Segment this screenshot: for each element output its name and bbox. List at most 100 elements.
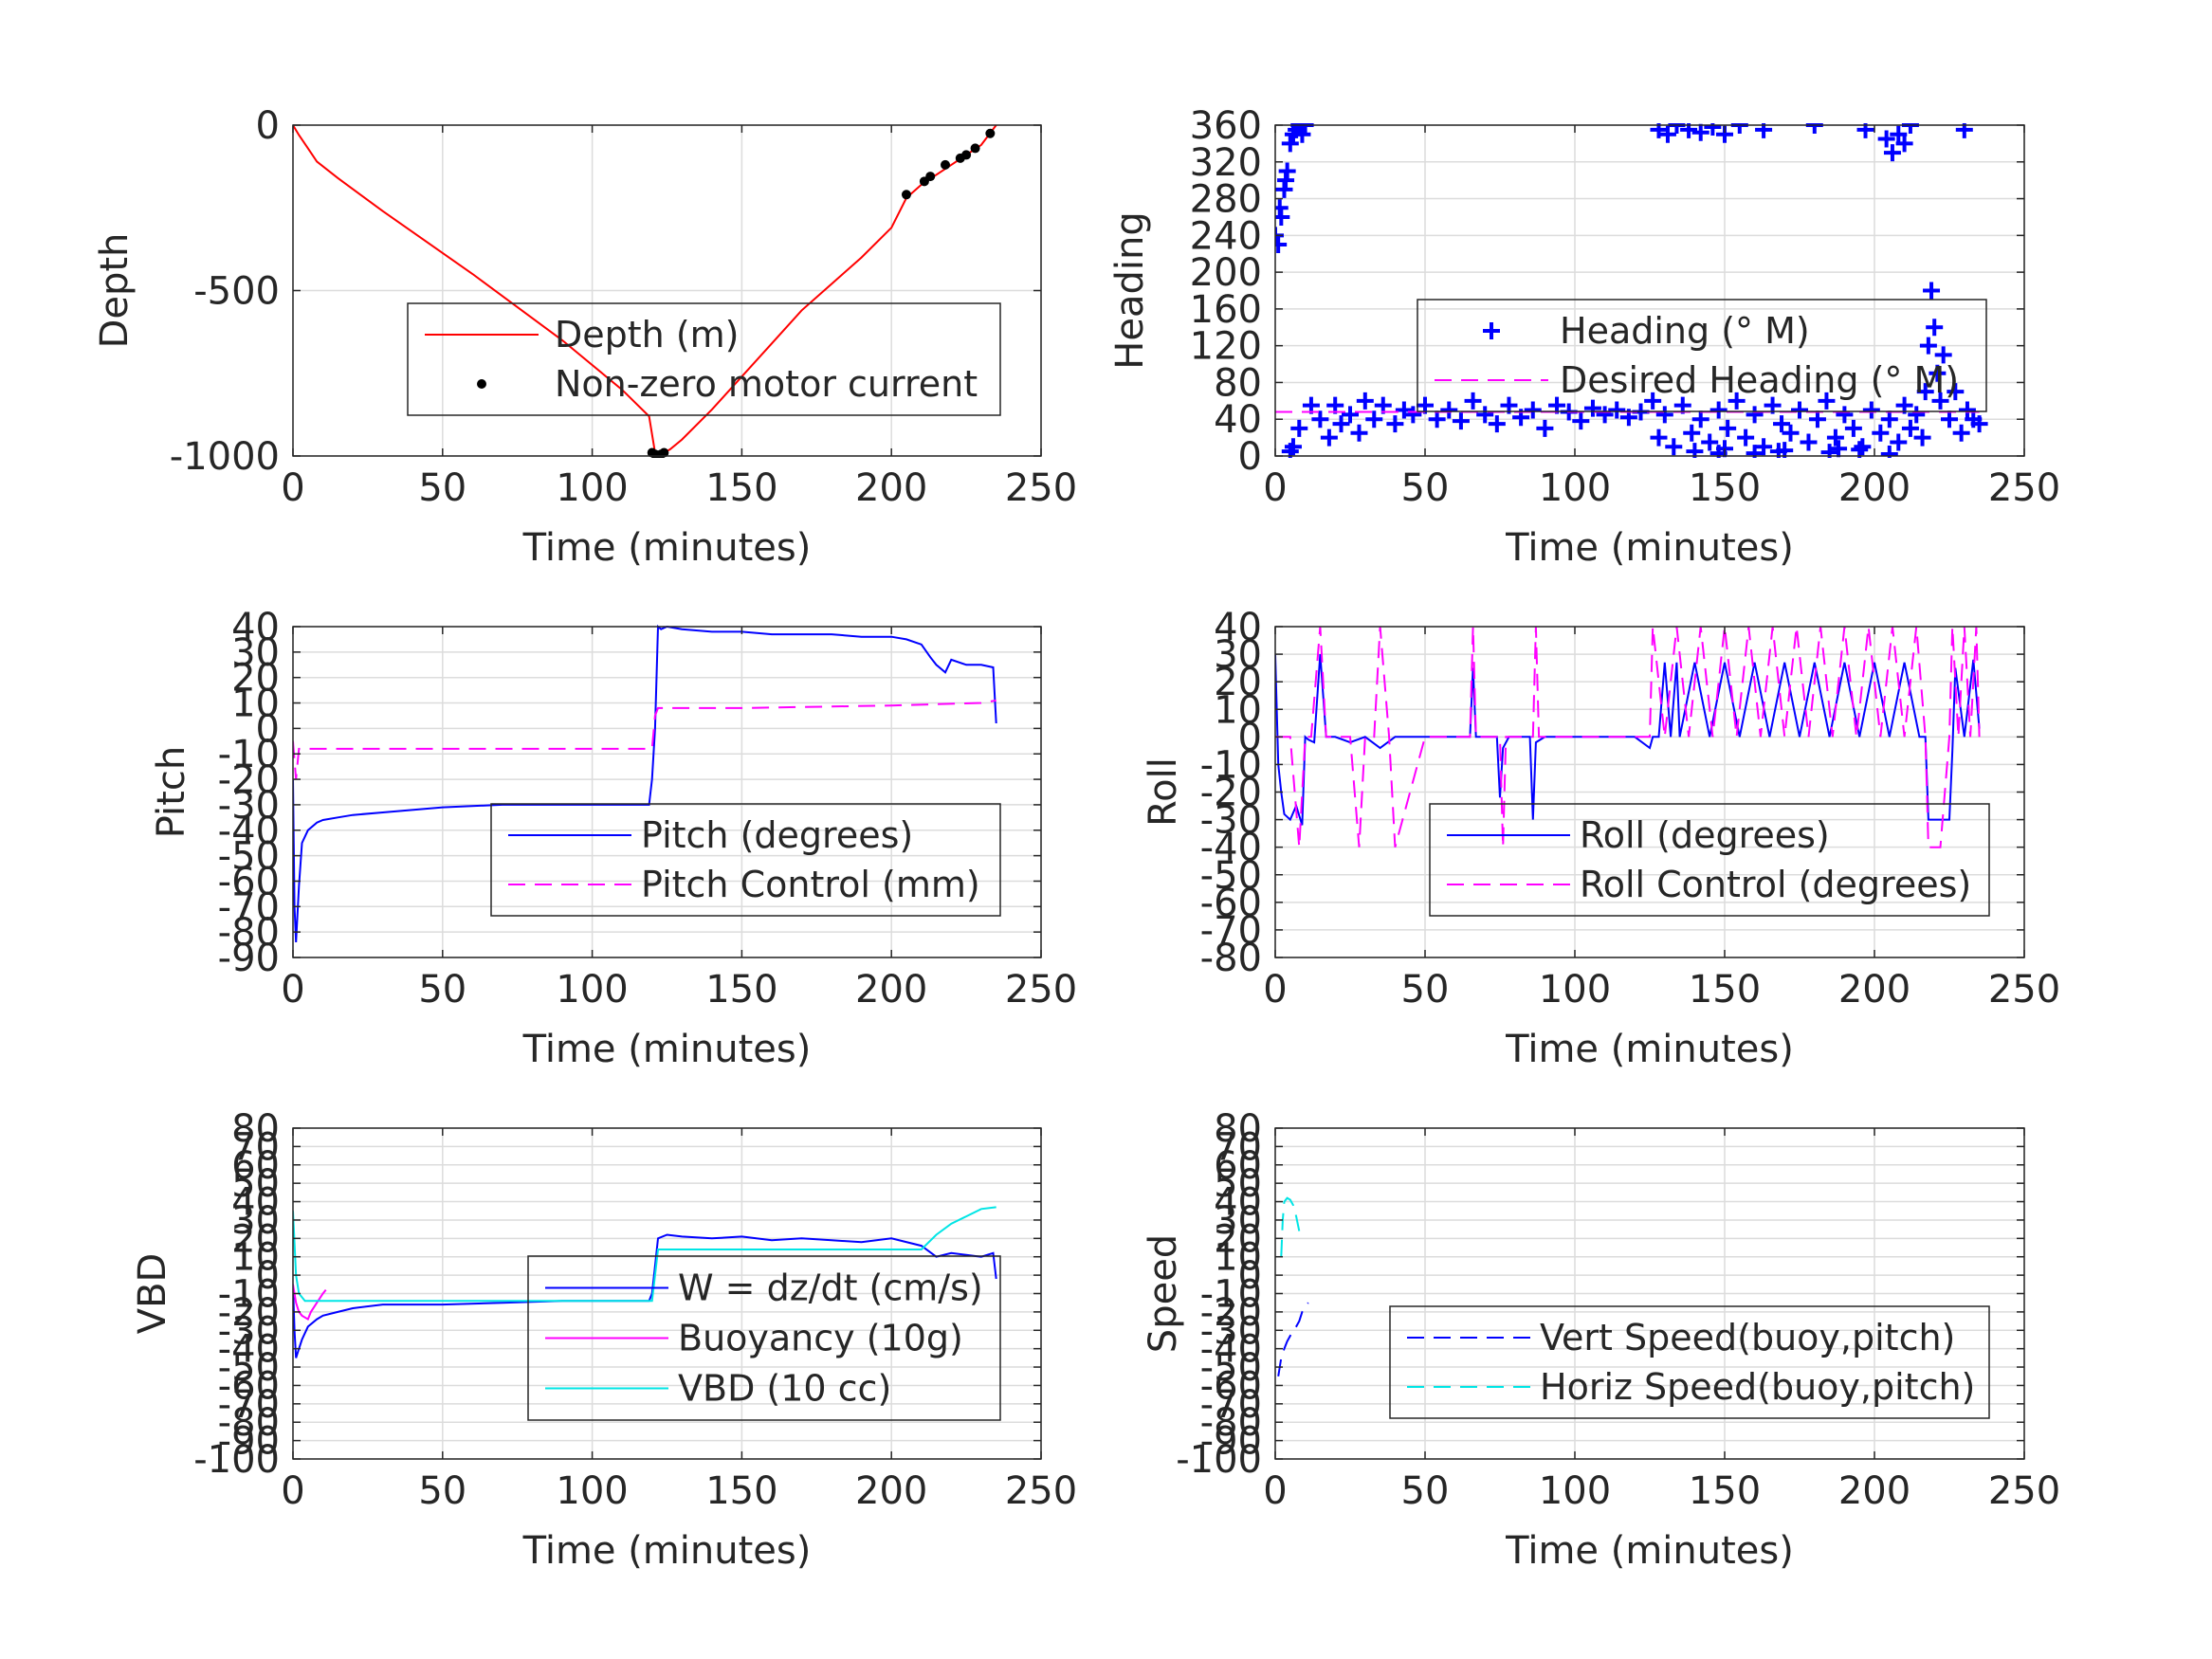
x-tick-label: 100 bbox=[1539, 1469, 1611, 1513]
subplot-5: 0 50 100 150 200 250-100-90-80-70-60-50-40-30… bbox=[131, 1107, 1077, 1573]
y-tick-label: -20 bbox=[218, 758, 280, 802]
y-tick-label: -1000 bbox=[170, 435, 280, 479]
series-2-point bbox=[659, 447, 669, 458]
y-tick-label: -50 bbox=[1200, 854, 1262, 898]
y-tick-label: 40 bbox=[1214, 1181, 1262, 1225]
y-tick-label: -500 bbox=[193, 270, 280, 314]
series-1-point bbox=[1476, 406, 1494, 424]
series-1-point bbox=[1755, 438, 1773, 456]
series-1-point bbox=[1536, 419, 1554, 437]
series-1-point bbox=[1680, 123, 1698, 138]
series-2-line bbox=[1280, 1196, 1301, 1257]
x-tick-label: 100 bbox=[1539, 466, 1611, 510]
legend: Depth (m) Non-zero motor current bbox=[407, 302, 1001, 416]
data-layer bbox=[1277, 1196, 1309, 1376]
series-1-point bbox=[1926, 319, 1944, 337]
x-axis-label: Time (minutes) bbox=[522, 1028, 812, 1071]
y-tick-label: 40 bbox=[231, 606, 280, 649]
y-tick-label: -30 bbox=[1200, 1309, 1262, 1353]
series-1-point bbox=[1719, 419, 1737, 437]
y-tick-label: 360 bbox=[1190, 104, 1262, 148]
x-tick-label: 150 bbox=[1689, 968, 1761, 1012]
series-1-point bbox=[1931, 392, 1949, 410]
series-1-point bbox=[1658, 125, 1676, 143]
series-1-point bbox=[1958, 401, 1976, 419]
x-tick-label: 50 bbox=[418, 466, 466, 510]
series-1-point bbox=[1830, 440, 1848, 458]
y-tick-label: 70 bbox=[1214, 1125, 1262, 1169]
series-1-point bbox=[1428, 410, 1446, 428]
series-2-line bbox=[293, 1284, 327, 1322]
series-1-point bbox=[1332, 415, 1350, 433]
series-1-point bbox=[1856, 123, 1874, 138]
series-1-point bbox=[1395, 401, 1413, 419]
series-1-point bbox=[1704, 123, 1722, 136]
y-tick-label: -50 bbox=[1200, 1346, 1262, 1390]
x-tick-label: 200 bbox=[1838, 466, 1910, 510]
legend-label: Roll Control (degrees) bbox=[1580, 864, 1971, 905]
series-1-point bbox=[1877, 130, 1895, 148]
series-1-point bbox=[1290, 419, 1308, 437]
x-axis-label: Time (minutes) bbox=[522, 1529, 812, 1573]
legend-label: Buoyancy (10g) bbox=[678, 1318, 963, 1359]
y-tick-label: 10 bbox=[1214, 1236, 1262, 1280]
y-tick-label: -100 bbox=[193, 1438, 280, 1482]
series-1-point bbox=[1488, 415, 1506, 433]
series-1-point bbox=[1941, 410, 1958, 428]
legend: Heading (° M) Desired Heading (° M) bbox=[1417, 299, 1987, 412]
series-1-point bbox=[1275, 236, 1288, 254]
series-1-point bbox=[1583, 399, 1601, 417]
y-tick-label: 30 bbox=[1214, 633, 1262, 677]
legend-label: W = dz/dt (cm/s) bbox=[678, 1267, 983, 1309]
y-tick-label: 60 bbox=[1214, 1144, 1262, 1188]
series-1-point bbox=[1890, 433, 1908, 451]
data-layer bbox=[293, 124, 997, 458]
y-tick-label: -70 bbox=[1200, 909, 1262, 953]
series-1-point bbox=[1644, 392, 1662, 410]
x-tick-label: 250 bbox=[1988, 968, 2060, 1012]
y-tick-label: 0 bbox=[256, 1254, 280, 1298]
y-tick-label: 50 bbox=[1214, 1162, 1262, 1206]
series-2-point bbox=[961, 150, 972, 160]
series-1-point bbox=[1691, 410, 1709, 428]
y-tick-label: 50 bbox=[231, 1162, 280, 1206]
series-2-line bbox=[1275, 626, 1981, 848]
y-tick-label: 70 bbox=[231, 1125, 280, 1169]
series-1-point bbox=[1826, 428, 1844, 447]
x-tick-label: 150 bbox=[705, 968, 777, 1012]
y-tick-label: 0 bbox=[256, 104, 280, 148]
y-tick-label: 20 bbox=[231, 1217, 280, 1261]
x-tick-label: 150 bbox=[705, 466, 777, 510]
series-1-point bbox=[1709, 401, 1728, 419]
y-tick-label: -80 bbox=[218, 1401, 280, 1445]
y-tick-label: -30 bbox=[218, 1309, 280, 1353]
legend-box bbox=[1389, 1305, 1990, 1419]
y-tick-label: -10 bbox=[218, 1273, 280, 1317]
legend: W = dz/dt (cm/s) Buoyancy (10g) VBD (10 cc… bbox=[527, 1255, 1001, 1421]
y-tick-label: 120 bbox=[1190, 325, 1262, 369]
series-2-point bbox=[985, 128, 996, 138]
x-tick-label: 0 bbox=[1263, 1469, 1287, 1513]
y-tick-label: -40 bbox=[218, 810, 280, 853]
series-1-point bbox=[1820, 444, 1838, 458]
series-1-line bbox=[293, 124, 997, 456]
y-axis-label: Speed bbox=[1142, 1234, 1185, 1353]
y-tick-label: -90 bbox=[218, 1420, 280, 1464]
x-axis-label: Time (minutes) bbox=[1505, 526, 1794, 570]
legend: Vert Speed(buoy,pitch) Horiz Speed(buoy,p… bbox=[1389, 1305, 1990, 1419]
x-tick-label: 100 bbox=[556, 1469, 628, 1513]
series-1-point bbox=[1281, 135, 1299, 153]
legend: Pitch (degrees) Pitch Control (mm) bbox=[490, 803, 1001, 917]
x-tick-label: 0 bbox=[281, 466, 304, 510]
x-tick-label: 250 bbox=[1988, 1469, 2060, 1513]
series-1-point bbox=[1808, 410, 1826, 428]
series-1-point bbox=[1320, 428, 1338, 447]
series-1-point bbox=[1880, 410, 1898, 428]
series-1-point bbox=[1862, 401, 1880, 419]
series-1-point bbox=[1883, 144, 1901, 162]
series-1-point bbox=[1880, 446, 1898, 458]
y-tick-label: -90 bbox=[1200, 1420, 1262, 1464]
y-tick-label: -70 bbox=[218, 885, 280, 929]
legend-label: Non-zero motor current bbox=[555, 363, 978, 405]
x-axis-label: Time (minutes) bbox=[522, 526, 812, 570]
